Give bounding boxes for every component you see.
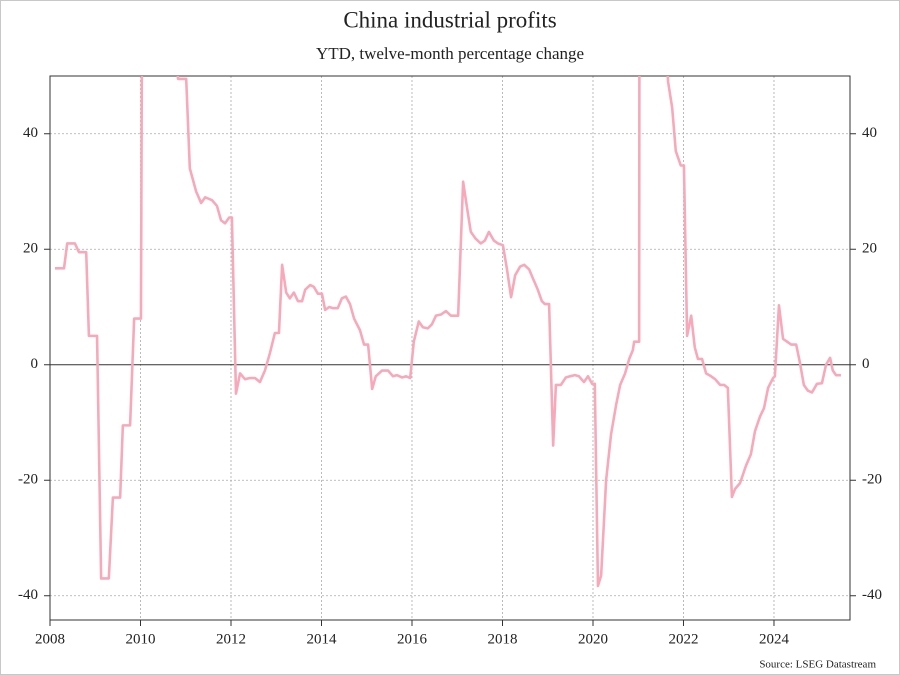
y2-tick-label: 20 bbox=[862, 241, 877, 257]
plot-border bbox=[49, 75, 851, 621]
x-tick-label: 2014 bbox=[306, 631, 337, 647]
x-tick-label: 2020 bbox=[578, 631, 608, 647]
y2-tick-label: -40 bbox=[862, 587, 882, 603]
y-tick-label: 0 bbox=[31, 356, 39, 372]
y2-tick-label: -20 bbox=[862, 472, 882, 488]
x-tick-label: 2024 bbox=[759, 631, 790, 647]
y-tick-label: 20 bbox=[23, 241, 38, 257]
x-tick-label: 2018 bbox=[487, 631, 517, 647]
y-tick-label: -40 bbox=[18, 587, 38, 603]
chart-title: China industrial profits bbox=[343, 7, 556, 32]
y2-tick-label: 40 bbox=[862, 125, 877, 141]
y-tick-label: -20 bbox=[18, 472, 38, 488]
y-tick-label: 40 bbox=[23, 125, 38, 141]
x-tick-label: 2012 bbox=[216, 631, 246, 647]
x-tick-label: 2008 bbox=[35, 631, 65, 647]
x-tick-label: 2016 bbox=[397, 631, 428, 647]
source-note: Source: LSEG Datastream bbox=[759, 659, 876, 671]
y2-tick-label: 0 bbox=[862, 356, 870, 372]
chart-subtitle: YTD, twelve-month percentage change bbox=[316, 44, 584, 63]
data-line bbox=[54, 76, 841, 588]
x-tick-label: 2022 bbox=[668, 631, 698, 647]
x-tick-label: 2010 bbox=[125, 631, 155, 647]
